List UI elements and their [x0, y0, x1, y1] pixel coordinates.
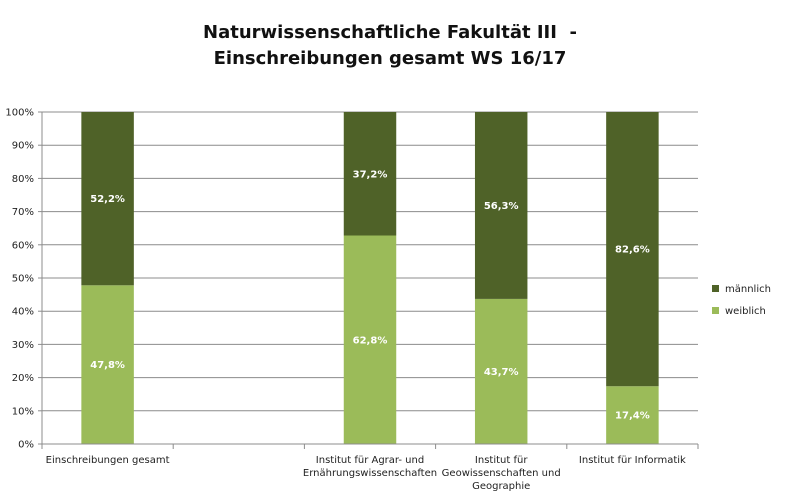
data-labels: 47,8% 52,2% 62,8% 37,2% 43,7% 56,3% 17,4% 82,6%: [90, 169, 650, 421]
y-tick-label: 50%: [12, 274, 34, 285]
y-tick-label: 70%: [12, 207, 34, 218]
y-tick-label: 0%: [18, 440, 34, 451]
chart-title: Naturwissenschaftliche Fakultät III - Ei…: [0, 20, 780, 72]
y-tick-label: 20%: [12, 373, 34, 384]
y-tick-label: 40%: [12, 307, 34, 318]
bar-weiblich: [343, 235, 397, 444]
y-tick-label: 10%: [12, 406, 34, 417]
data-label: 52,2%: [90, 194, 125, 205]
data-label: 43,7%: [484, 367, 519, 378]
legend: männlich weiblich: [712, 284, 771, 317]
y-tick-label: 30%: [12, 340, 34, 351]
category-label: Geographie: [472, 481, 530, 492]
category-label: Geowissenschaften und: [442, 468, 561, 479]
bar-weiblich: [606, 386, 659, 444]
chart-title-line-2: Einschreibungen gesamt WS 16/17: [213, 48, 567, 69]
legend-label-weiblich: weiblich: [725, 306, 766, 317]
bar-männlich: [606, 112, 659, 387]
bar-weiblich: [474, 298, 528, 444]
y-tick-label: 90%: [12, 141, 34, 152]
bar-weiblich: [81, 285, 134, 444]
data-label: 47,8%: [90, 360, 125, 371]
bar-männlich: [343, 112, 397, 236]
chart-title-line-1: Naturwissenschaftliche Fakultät III -: [203, 22, 577, 43]
bars: [81, 112, 659, 444]
legend-swatch-männlich: [712, 285, 719, 292]
bar-männlich: [81, 112, 134, 286]
category-label: Einschreibungen gesamt: [46, 455, 170, 466]
data-label: 82,6%: [615, 245, 650, 256]
data-label: 56,3%: [484, 201, 519, 212]
y-tick-label: 60%: [12, 240, 34, 251]
category-label: Institut für Informatik: [579, 455, 686, 466]
y-tick-label: 80%: [12, 174, 34, 185]
category-label: Institut für Agrar- und: [316, 455, 424, 466]
legend-swatch-weiblich: [712, 307, 719, 314]
axes: 0% 10% 20% 30% 40% 50% 60% 70% 80% 90% 100% Einschr…: [5, 108, 699, 492]
category-label: Institut für: [475, 455, 528, 466]
data-label: 37,2%: [353, 169, 388, 180]
y-tick-label: 100%: [5, 108, 34, 119]
bar-männlich: [474, 112, 528, 299]
category-label: Ernährungswissenschaften: [303, 468, 437, 479]
legend-label-männlich: männlich: [725, 284, 771, 295]
data-label: 62,8%: [353, 335, 388, 346]
data-label: 17,4%: [615, 411, 650, 422]
